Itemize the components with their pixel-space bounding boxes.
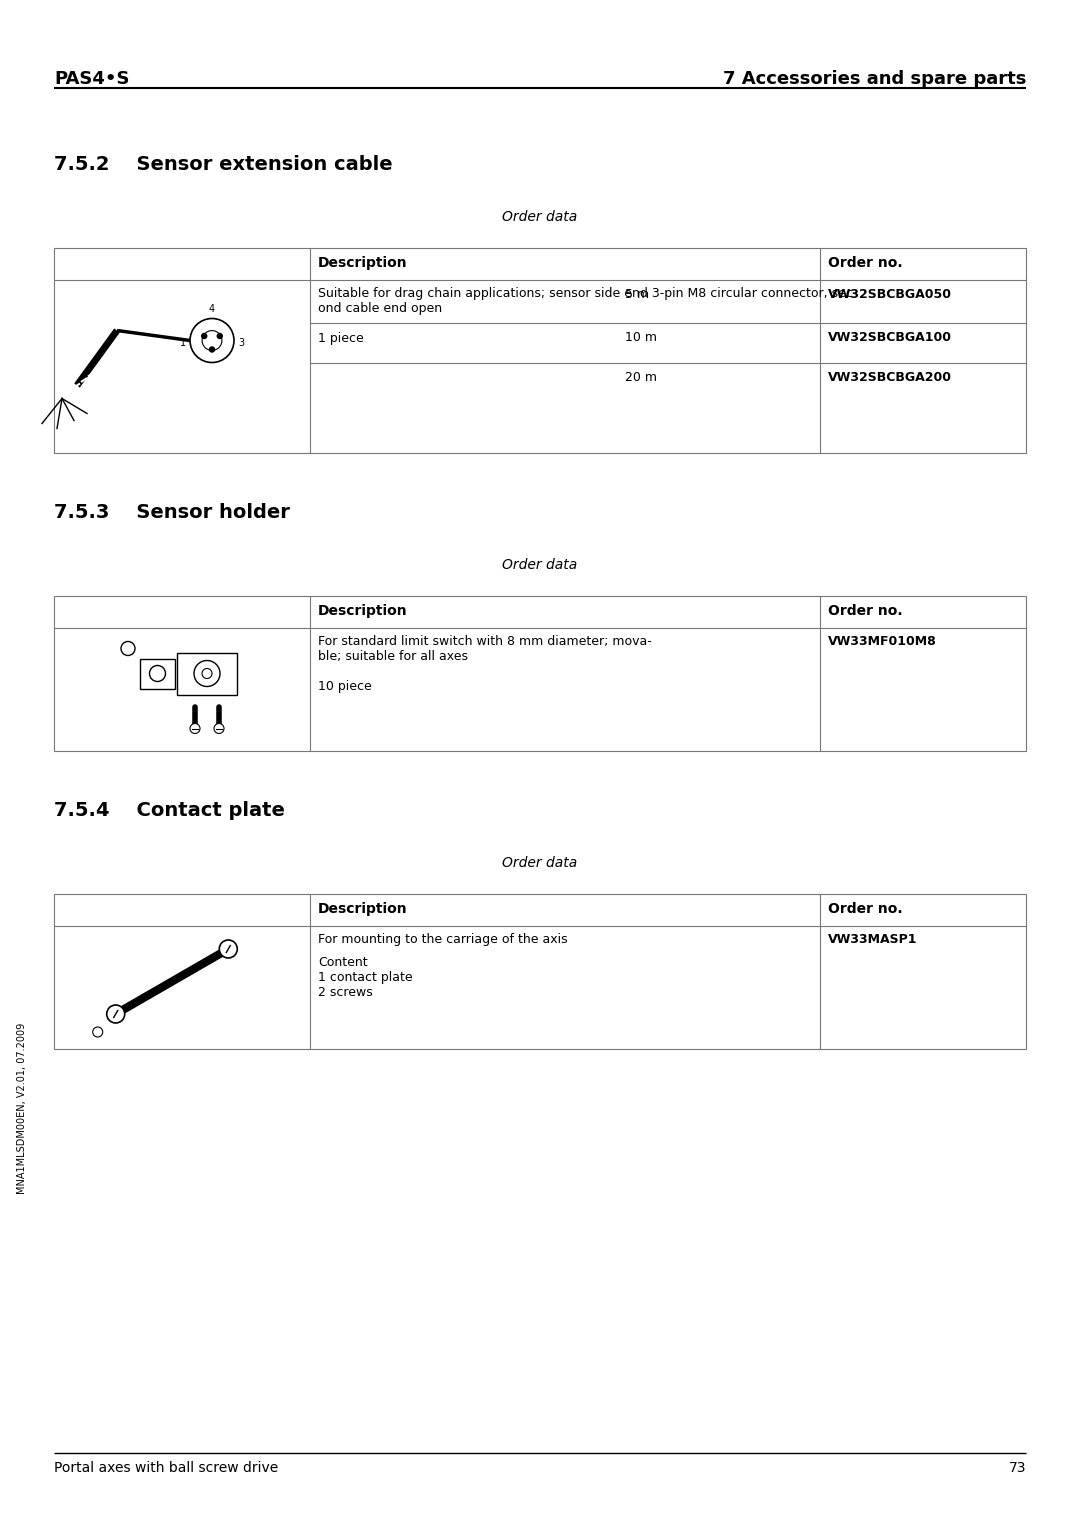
Circle shape xyxy=(219,940,238,958)
Bar xyxy=(54,596,1026,750)
Circle shape xyxy=(121,642,135,656)
Text: 73: 73 xyxy=(1009,1461,1026,1475)
Text: 7.5.2    Sensor extension cable: 7.5.2 Sensor extension cable xyxy=(54,154,393,174)
Text: VW33MF010M8: VW33MF010M8 xyxy=(828,636,936,648)
Text: 7 Accessories and spare parts: 7 Accessories and spare parts xyxy=(723,70,1026,89)
Text: Description: Description xyxy=(318,604,407,617)
Circle shape xyxy=(202,669,212,678)
Text: Suitable for drag chain applications; sensor side end 3-pin M8 circular connecto: Suitable for drag chain applications; se… xyxy=(318,287,858,345)
Text: Description: Description xyxy=(318,902,407,915)
Text: Order data: Order data xyxy=(502,856,578,869)
Text: 1: 1 xyxy=(180,339,186,348)
Bar xyxy=(140,659,175,689)
Text: Order data: Order data xyxy=(502,209,578,225)
Circle shape xyxy=(190,723,200,733)
Text: PAS4•S: PAS4•S xyxy=(54,70,130,89)
Circle shape xyxy=(194,660,220,686)
Bar xyxy=(177,652,237,695)
Text: Order no.: Order no. xyxy=(828,257,903,270)
Text: 5 m: 5 m xyxy=(625,287,649,301)
Text: 10 m: 10 m xyxy=(625,332,657,344)
Text: VW32SBCBGA200: VW32SBCBGA200 xyxy=(828,371,951,384)
Text: 4: 4 xyxy=(208,304,215,315)
Text: For mounting to the carriage of the axis: For mounting to the carriage of the axis xyxy=(318,934,568,946)
Bar xyxy=(54,248,1026,452)
Text: 20 m: 20 m xyxy=(625,371,657,384)
Bar xyxy=(54,894,1026,1050)
Text: Order no.: Order no. xyxy=(828,902,903,915)
Text: VW32SBCBGA100: VW32SBCBGA100 xyxy=(828,332,951,344)
Text: VW33MASP1: VW33MASP1 xyxy=(828,934,918,946)
Text: 7.5.3    Sensor holder: 7.5.3 Sensor holder xyxy=(54,503,289,523)
Text: Description: Description xyxy=(318,257,407,270)
Text: MNA1MLSDM00EN, V2.01, 07.2009: MNA1MLSDM00EN, V2.01, 07.2009 xyxy=(17,1022,27,1193)
Text: VW32SBCBGA050: VW32SBCBGA050 xyxy=(828,287,951,301)
Text: Order data: Order data xyxy=(502,558,578,571)
Circle shape xyxy=(190,318,234,362)
Circle shape xyxy=(149,666,165,681)
Circle shape xyxy=(202,333,206,339)
Text: 7.5.4    Contact plate: 7.5.4 Contact plate xyxy=(54,801,285,821)
Circle shape xyxy=(217,333,222,339)
Text: Content
1 contact plate
2 screws: Content 1 contact plate 2 screws xyxy=(318,957,413,999)
Circle shape xyxy=(93,1027,103,1038)
Circle shape xyxy=(107,1005,124,1024)
Text: Portal axes with ball screw drive: Portal axes with ball screw drive xyxy=(54,1461,279,1475)
Text: For standard limit switch with 8 mm diameter; mova-
ble; suitable for all axes

: For standard limit switch with 8 mm diam… xyxy=(318,636,651,694)
Text: 3: 3 xyxy=(238,339,244,348)
Circle shape xyxy=(210,347,215,351)
Text: Order no.: Order no. xyxy=(828,604,903,617)
Circle shape xyxy=(214,723,224,733)
